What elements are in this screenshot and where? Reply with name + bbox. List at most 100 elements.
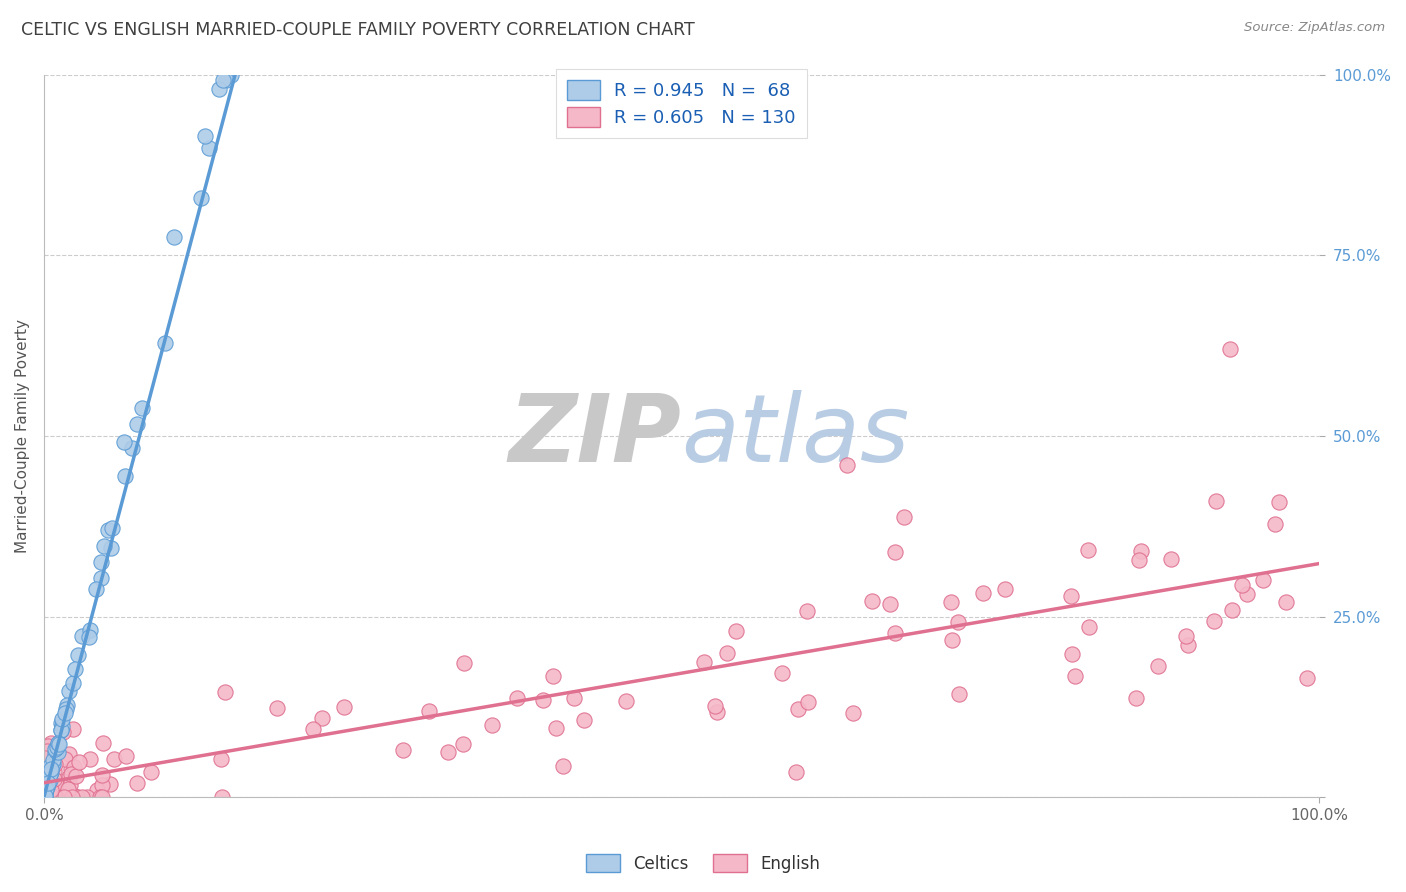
Point	[1174, 629, 1197, 643]
Point	[39, 772, 62, 787]
Point	[62, 722, 84, 736]
Point	[89, 790, 111, 805]
Point	[79, 752, 101, 766]
Point	[42, 757, 65, 772]
Point	[45, 776, 67, 790]
Point	[90, 779, 112, 793]
Point	[1063, 668, 1085, 682]
Point	[948, 687, 970, 701]
Point	[103, 752, 125, 766]
Point	[1220, 602, 1243, 616]
Point	[76, 790, 98, 805]
Point	[91, 790, 114, 805]
Point	[131, 401, 153, 416]
Point	[39, 762, 62, 776]
Point	[63, 760, 86, 774]
Point	[453, 656, 475, 670]
Point	[941, 632, 963, 647]
Point	[190, 191, 212, 205]
Point	[34, 787, 56, 801]
Point	[706, 706, 728, 720]
Point	[100, 541, 122, 555]
Point	[972, 586, 994, 600]
Point	[37, 775, 59, 789]
Point	[787, 702, 810, 716]
Point	[59, 787, 82, 801]
Point	[35, 790, 58, 805]
Point	[1264, 516, 1286, 531]
Point	[45, 784, 67, 798]
Point	[34, 786, 56, 800]
Point	[72, 629, 94, 643]
Point	[66, 790, 89, 805]
Point	[41, 736, 63, 750]
Point	[34, 774, 56, 789]
Point	[51, 790, 73, 805]
Point	[77, 630, 100, 644]
Point	[37, 756, 59, 771]
Point	[893, 509, 915, 524]
Point	[1267, 494, 1289, 508]
Point	[44, 746, 66, 760]
Point	[65, 769, 87, 783]
Point	[41, 753, 63, 767]
Point	[704, 698, 727, 713]
Point	[67, 755, 90, 769]
Point	[93, 539, 115, 553]
Point	[481, 718, 503, 732]
Point	[35, 774, 58, 789]
Point	[121, 442, 143, 456]
Point	[418, 704, 440, 718]
Point	[35, 790, 58, 805]
Point	[1253, 574, 1275, 588]
Point	[39, 783, 62, 797]
Point	[38, 766, 60, 780]
Point	[44, 756, 66, 771]
Point	[37, 778, 59, 792]
Point	[946, 615, 969, 630]
Point	[46, 737, 69, 751]
Point	[693, 655, 716, 669]
Point	[1205, 494, 1227, 508]
Point	[53, 790, 76, 805]
Point	[39, 762, 62, 776]
Point	[58, 683, 80, 698]
Point	[51, 723, 73, 737]
Point	[39, 760, 62, 774]
Legend: Celtics, English: Celtics, English	[579, 847, 827, 880]
Point	[91, 736, 114, 750]
Point	[49, 723, 72, 738]
Point	[392, 742, 415, 756]
Point	[46, 736, 69, 750]
Point	[1128, 553, 1150, 567]
Point	[266, 701, 288, 715]
Legend: R = 0.945   N =  68, R = 0.605   N = 130: R = 0.945 N = 68, R = 0.605 N = 130	[557, 69, 807, 137]
Point	[98, 777, 121, 791]
Point	[112, 435, 135, 450]
Point	[56, 698, 79, 712]
Point	[37, 768, 59, 782]
Point	[1296, 671, 1319, 685]
Point	[572, 713, 595, 727]
Point	[48, 737, 70, 751]
Point	[939, 594, 962, 608]
Point	[214, 684, 236, 698]
Point	[53, 706, 76, 721]
Point	[39, 788, 62, 802]
Point	[86, 783, 108, 797]
Point	[39, 759, 62, 773]
Point	[52, 790, 75, 805]
Point	[59, 778, 82, 792]
Point	[58, 747, 80, 761]
Point	[797, 695, 820, 709]
Point	[1130, 543, 1153, 558]
Point	[35, 782, 58, 797]
Point	[37, 773, 59, 788]
Point	[1160, 551, 1182, 566]
Point	[436, 745, 458, 759]
Point	[114, 468, 136, 483]
Point	[59, 767, 82, 781]
Point	[63, 789, 86, 804]
Point	[56, 782, 79, 797]
Point	[219, 68, 242, 82]
